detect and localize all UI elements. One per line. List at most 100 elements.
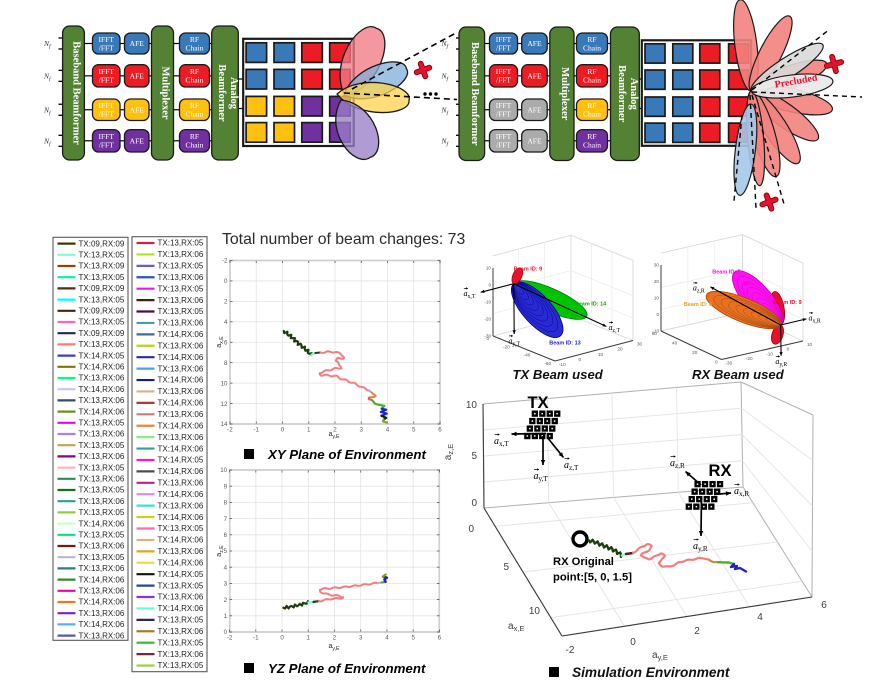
svg-text:6: 6: [438, 635, 442, 642]
svg-text:0: 0: [224, 278, 228, 285]
svg-text:TX:14,RX:06: TX:14,RX:06: [158, 444, 204, 453]
svg-text:10: 10: [220, 467, 227, 474]
svg-text:TX:13,RX:05: TX:13,RX:05: [158, 307, 204, 316]
svg-text:/FFT: /FFT: [496, 141, 511, 150]
svg-text:TX:13,RX:06: TX:13,RX:06: [79, 587, 125, 596]
svg-text:Beam ID: 14: Beam ID: 14: [575, 302, 607, 308]
svg-text:TX:14,RX:06: TX:14,RX:06: [79, 363, 125, 372]
svg-text:TX:13,RX:06: TX:13,RX:06: [79, 374, 125, 383]
svg-text:2: 2: [333, 635, 337, 642]
svg-text:-10: -10: [559, 362, 566, 367]
svg-text:AFE: AFE: [130, 105, 145, 114]
svg-text:Multiplexer: Multiplexer: [160, 66, 171, 119]
svg-text:IFFT: IFFT: [496, 132, 512, 141]
svg-text:1: 1: [307, 635, 311, 642]
svg-text:TX:14,RX:06: TX:14,RX:06: [79, 620, 125, 629]
svg-text:TX:13,RX:06: TX:13,RX:06: [79, 497, 125, 506]
svg-text:TX:13,RX:06: TX:13,RX:06: [158, 387, 204, 396]
svg-text:10: 10: [466, 400, 478, 411]
svg-text:RF: RF: [587, 67, 596, 76]
svg-text:TX:14,RX:05: TX:14,RX:05: [158, 456, 204, 465]
svg-text:TX:13,RX:06: TX:13,RX:06: [158, 593, 204, 602]
svg-text:TX:09,RX:09: TX:09,RX:09: [79, 307, 125, 316]
svg-text:TX:14,RX:06: TX:14,RX:06: [79, 385, 125, 394]
svg-text:Beam ID: 13: Beam ID: 13: [549, 341, 581, 347]
svg-text:AFE: AFE: [527, 136, 542, 145]
svg-text:2: 2: [333, 427, 337, 434]
svg-text:4: 4: [386, 427, 390, 434]
svg-text:RF: RF: [587, 132, 596, 141]
svg-text:Chain: Chain: [186, 43, 204, 52]
svg-text:Multiplexer: Multiplexer: [559, 67, 570, 120]
svg-text:7: 7: [224, 516, 228, 523]
svg-text:TX: TX: [527, 394, 548, 412]
svg-text:TX:13,RX:05: TX:13,RX:05: [79, 273, 125, 282]
svg-text:-1: -1: [253, 427, 259, 434]
svg-text:RF: RF: [587, 35, 596, 44]
svg-text:60: 60: [652, 331, 658, 336]
svg-text:ay,T: ay,T: [509, 337, 521, 348]
svg-text:TX:13,RX:05: TX:13,RX:05: [158, 581, 204, 590]
svg-text:Chain: Chain: [186, 110, 204, 119]
svg-text:-20: -20: [746, 356, 753, 361]
svg-text:TX:09,RX:09: TX:09,RX:09: [79, 239, 125, 248]
svg-text:TX:13,RX:06: TX:13,RX:06: [158, 650, 204, 659]
svg-text:Baseband Beamformer: Baseband Beamformer: [71, 41, 82, 145]
svg-text:-2: -2: [222, 258, 228, 265]
svg-text:Chain: Chain: [186, 76, 204, 85]
svg-text:12: 12: [221, 401, 228, 408]
svg-text:4: 4: [757, 612, 763, 623]
svg-text:6: 6: [224, 339, 228, 346]
svg-text:20: 20: [654, 279, 660, 284]
svg-text:TX:13,RX:06: TX:13,RX:06: [158, 433, 204, 442]
svg-text:4: 4: [224, 564, 228, 571]
svg-text:TX:13,RX:05: TX:13,RX:05: [79, 251, 125, 260]
svg-text:TX:13,RX:06: TX:13,RX:06: [79, 564, 125, 573]
svg-text:-2: -2: [227, 427, 233, 434]
svg-text:0: 0: [468, 524, 474, 535]
svg-text:Nf: Nf: [43, 136, 52, 147]
svg-text:5: 5: [224, 548, 228, 555]
svg-text:Beamformer: Beamformer: [216, 64, 227, 121]
svg-text:TX:13,RX:05: TX:13,RX:05: [158, 638, 204, 647]
svg-text:TX:13,RX:09: TX:13,RX:09: [79, 262, 125, 271]
svg-text:ax,E: ax,E: [216, 336, 225, 348]
svg-text:2: 2: [694, 626, 700, 637]
svg-text:Chain: Chain: [583, 76, 601, 85]
svg-text:9: 9: [224, 483, 228, 490]
svg-text:-10: -10: [766, 351, 773, 356]
svg-text:0: 0: [280, 635, 284, 642]
svg-text:/FFT: /FFT: [99, 43, 114, 52]
svg-text:4: 4: [224, 319, 228, 326]
svg-text:8: 8: [224, 500, 228, 507]
svg-text:TX:14,RX:05: TX:14,RX:05: [158, 570, 204, 579]
svg-text:az,E: az,E: [216, 545, 225, 557]
svg-text:TX:09,RX:09: TX:09,RX:09: [79, 329, 125, 338]
svg-text:14: 14: [221, 421, 228, 428]
svg-text:IFFT: IFFT: [99, 101, 115, 110]
svg-text:/FFT: /FFT: [496, 43, 511, 52]
svg-text:0: 0: [486, 336, 489, 341]
svg-text:IFFT: IFFT: [99, 132, 115, 141]
svg-text:Beamformer: Beamformer: [616, 65, 627, 122]
svg-text:RX Beam used: RX Beam used: [692, 367, 785, 382]
svg-text:/FFT: /FFT: [99, 110, 114, 119]
svg-text:RX Original: RX Original: [553, 556, 614, 568]
svg-text:TX:13,RX:06: TX:13,RX:06: [158, 319, 204, 328]
svg-text:1: 1: [224, 613, 228, 620]
svg-text:Beam ID: 5: Beam ID: 5: [712, 269, 740, 275]
svg-text:-1: -1: [253, 635, 259, 642]
svg-text:TX:14,RX:06: TX:14,RX:06: [158, 421, 204, 430]
svg-text:TX:13,RX:06: TX:13,RX:06: [79, 542, 125, 551]
svg-text:20: 20: [618, 347, 624, 352]
svg-text:TX:13,RX:06: TX:13,RX:06: [158, 501, 204, 510]
svg-text:AFE: AFE: [130, 136, 145, 145]
svg-text:TX:13,RX:05: TX:13,RX:05: [158, 524, 204, 533]
svg-text:Beam ID: 9: Beam ID: 9: [514, 267, 542, 273]
svg-text:Total number of beam changes:: Total number of beam changes: 73: [222, 231, 465, 248]
svg-text:TX:13,RX:06: TX:13,RX:06: [158, 479, 204, 488]
svg-text:TX:14,RX:06: TX:14,RX:06: [158, 536, 204, 545]
svg-text:IFFT: IFFT: [496, 35, 512, 44]
svg-text:RX: RX: [709, 462, 732, 480]
svg-text:-60: -60: [544, 361, 551, 366]
